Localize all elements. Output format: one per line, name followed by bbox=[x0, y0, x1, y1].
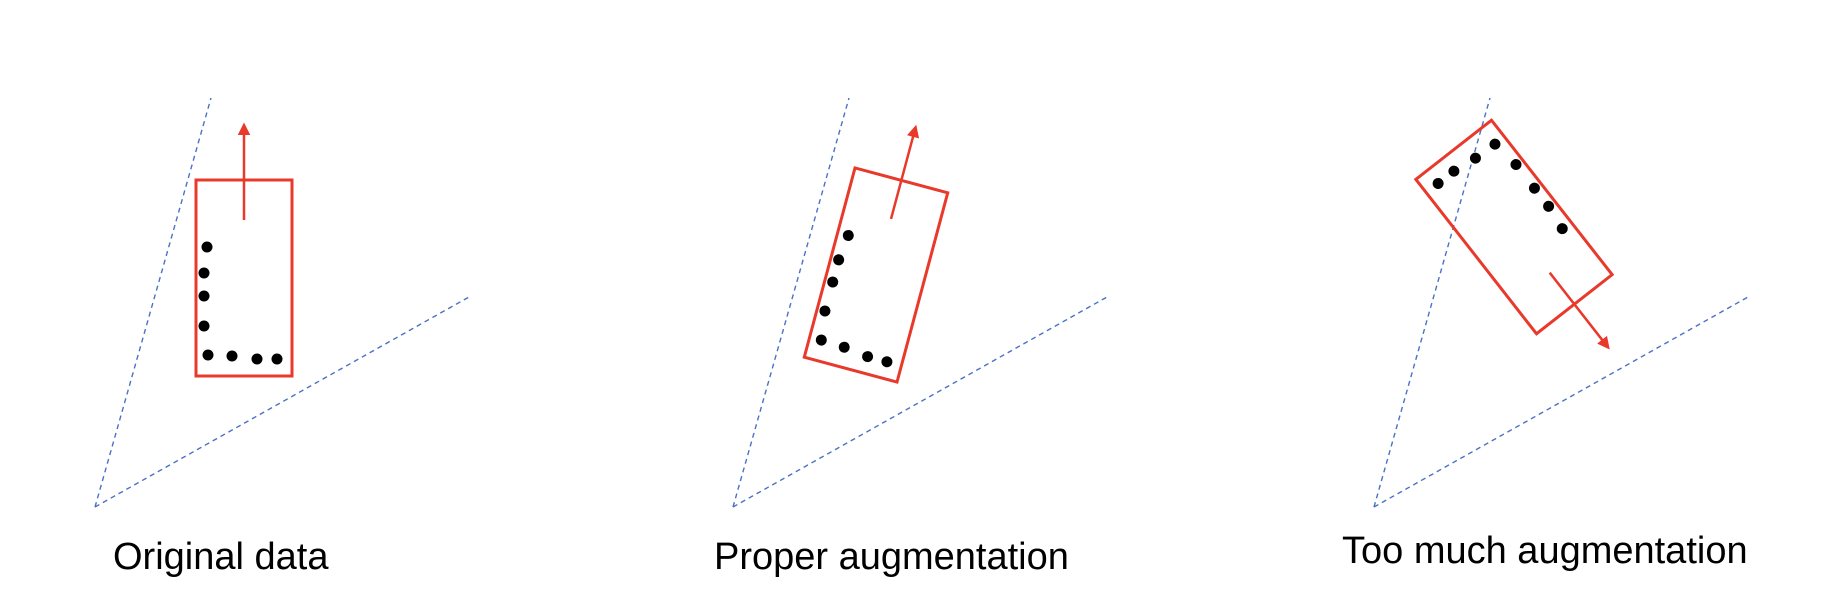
panel-proper-augmentation bbox=[732, 97, 1108, 508]
view-cone-left-edge bbox=[732, 97, 850, 508]
point bbox=[198, 290, 210, 302]
object-1 bbox=[194, 122, 294, 378]
view-cone-right-edge bbox=[732, 296, 1108, 508]
view-cone-left-edge bbox=[94, 97, 212, 508]
bounding-box-2 bbox=[802, 166, 950, 384]
caption-proper-augmentation: Proper augmentation bbox=[714, 536, 1069, 578]
view-cone-1 bbox=[94, 97, 470, 508]
point bbox=[271, 353, 283, 365]
point bbox=[1510, 159, 1522, 171]
point bbox=[819, 305, 831, 317]
caption-too-much-augmentation: Too much augmentation bbox=[1342, 530, 1748, 572]
panel-original-data bbox=[94, 97, 470, 508]
panel-too-much-augmentation bbox=[1373, 97, 1749, 508]
view-cone-3 bbox=[1373, 97, 1749, 508]
point bbox=[1543, 200, 1555, 212]
point bbox=[1469, 152, 1481, 164]
point bbox=[1556, 223, 1568, 235]
point bbox=[202, 349, 214, 361]
points-3 bbox=[1432, 138, 1568, 235]
view-cone-right-edge bbox=[1373, 296, 1749, 508]
point bbox=[862, 351, 874, 363]
point bbox=[838, 341, 850, 353]
points-2 bbox=[815, 229, 893, 368]
point bbox=[1528, 182, 1540, 194]
point bbox=[1432, 177, 1444, 189]
point bbox=[198, 267, 210, 279]
point bbox=[842, 229, 854, 241]
point bbox=[881, 356, 893, 368]
object-3 bbox=[1413, 118, 1615, 350]
point bbox=[827, 276, 839, 288]
bounding-box-3 bbox=[1413, 118, 1615, 336]
view-cone-2 bbox=[732, 97, 1108, 508]
heading-arrow-3 bbox=[1548, 271, 1610, 350]
point bbox=[198, 320, 210, 332]
point bbox=[201, 241, 213, 253]
point bbox=[1448, 165, 1460, 177]
view-cone-right-edge bbox=[94, 296, 470, 508]
caption-original-data: Original data bbox=[113, 536, 329, 578]
point bbox=[1489, 138, 1501, 150]
point bbox=[815, 334, 827, 346]
view-cone-left-edge bbox=[1373, 97, 1491, 508]
point bbox=[251, 353, 263, 365]
point bbox=[833, 254, 845, 266]
point bbox=[226, 350, 238, 362]
object-2 bbox=[802, 124, 950, 384]
heading-arrow-2 bbox=[889, 124, 920, 220]
points-1 bbox=[198, 241, 283, 365]
